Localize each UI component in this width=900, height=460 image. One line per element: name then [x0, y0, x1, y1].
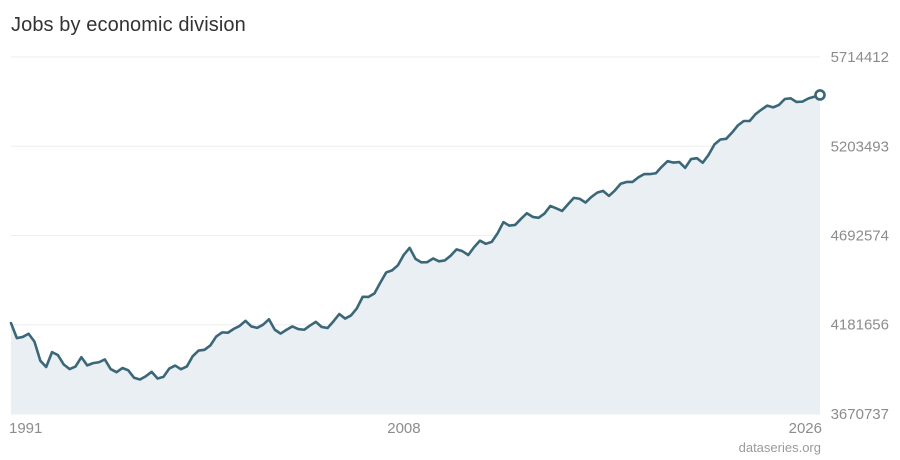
series-end-marker[interactable]: [814, 89, 826, 101]
y-tick-label: 3670737: [831, 406, 889, 423]
y-axis: 3670737 4181656 4692574 5203493 5714412: [831, 49, 889, 423]
x-tick-label: 2008: [387, 420, 420, 437]
x-axis: 1991 2008 2026: [9, 420, 822, 437]
y-tick-label: 5714412: [831, 49, 889, 66]
x-tick-label: 2026: [789, 420, 822, 437]
chart-title: Jobs by economic division: [11, 14, 246, 36]
source-credit[interactable]: dataseries.org: [738, 440, 821, 455]
y-tick-label: 4181656: [831, 317, 889, 334]
series-area: [11, 94, 820, 414]
x-tick-label: 1991: [9, 420, 42, 437]
series-line: [9, 93, 822, 381]
y-tick-label: 4692574: [831, 228, 889, 245]
y-tick-label: 5203493: [831, 138, 889, 155]
